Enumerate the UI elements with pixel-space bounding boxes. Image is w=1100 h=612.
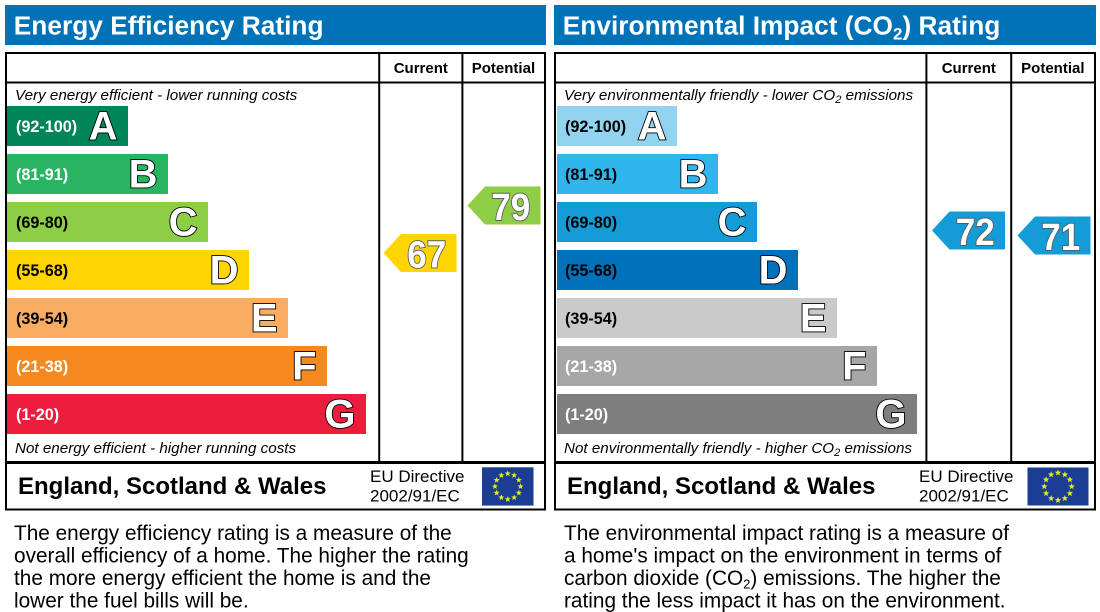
svg-text:Environmental Impact (CO2) Rat: Environmental Impact (CO2) Rating: [563, 11, 1001, 44]
svg-text:EU Directive: EU Directive: [370, 467, 464, 486]
svg-text:The environmental impact ratin: The environmental impact rating is a mea…: [564, 522, 1009, 545]
svg-text:Not energy efficient - higher: Not energy efficient - higher running co…: [15, 440, 297, 457]
svg-text:rating the less impact it has: rating the less impact it has on the env…: [564, 590, 1006, 612]
svg-text:A: A: [638, 105, 667, 149]
svg-text:E: E: [251, 297, 278, 341]
svg-text:Very environmentally friendly: Very environmentally friendly - lower CO…: [564, 87, 913, 106]
svg-text:Current: Current: [394, 60, 448, 77]
svg-text:(1-20): (1-20): [565, 406, 608, 424]
svg-text:(21-38): (21-38): [565, 358, 617, 376]
svg-text:England, Scotland & Wales: England, Scotland & Wales: [18, 473, 326, 500]
svg-text:D: D: [210, 249, 239, 293]
svg-text:B: B: [129, 153, 158, 197]
svg-text:the more energy efficient the: the more energy efficient the home is an…: [14, 567, 431, 590]
svg-text:C: C: [169, 201, 198, 245]
svg-text:72: 72: [956, 212, 995, 254]
svg-text:(69-80): (69-80): [565, 214, 617, 232]
svg-text:EU Directive: EU Directive: [919, 467, 1013, 486]
svg-text:Energy Efficiency Rating: Energy Efficiency Rating: [14, 11, 324, 41]
svg-text:F: F: [292, 345, 316, 389]
svg-text:67: 67: [407, 235, 446, 277]
svg-text:79: 79: [491, 187, 530, 229]
svg-text:F: F: [842, 345, 866, 389]
svg-text:overall efficiency of a home.: overall efficiency of a home. The higher…: [14, 545, 469, 568]
svg-text:(55-68): (55-68): [565, 262, 617, 280]
svg-text:(55-68): (55-68): [16, 262, 68, 280]
svg-text:Current: Current: [942, 60, 996, 77]
svg-text:G: G: [875, 393, 906, 437]
svg-text:G: G: [324, 393, 355, 437]
svg-text:2002/91/EC: 2002/91/EC: [370, 487, 460, 506]
svg-text:(92-100): (92-100): [565, 118, 626, 136]
svg-text:(39-54): (39-54): [16, 310, 68, 328]
svg-text:71: 71: [1041, 217, 1080, 259]
svg-text:Potential: Potential: [1021, 60, 1084, 77]
svg-text:Very energy efficient - lower: Very energy efficient - lower running co…: [15, 87, 298, 104]
svg-text:(81-91): (81-91): [565, 166, 617, 184]
svg-text:2002/91/EC: 2002/91/EC: [919, 487, 1009, 506]
svg-text:(1-20): (1-20): [16, 406, 59, 424]
svg-text:a home's impact on the environ: a home's impact on the environment in te…: [564, 545, 1002, 568]
svg-text:lower the fuel bills will be.: lower the fuel bills will be.: [14, 590, 249, 612]
svg-text:carbon dioxide (CO2) emissions: carbon dioxide (CO2) emissions. The high…: [564, 567, 1001, 592]
svg-text:Not environmentally friendly -: Not environmentally friendly - higher CO…: [564, 440, 912, 459]
svg-text:A: A: [89, 105, 118, 149]
svg-text:(92-100): (92-100): [16, 118, 77, 136]
svg-text:(21-38): (21-38): [16, 358, 68, 376]
svg-text:B: B: [679, 153, 708, 197]
svg-text:England, Scotland & Wales: England, Scotland & Wales: [567, 473, 875, 500]
svg-text:(69-80): (69-80): [16, 214, 68, 232]
svg-text:Potential: Potential: [472, 60, 535, 77]
svg-text:(39-54): (39-54): [565, 310, 617, 328]
svg-text:D: D: [759, 249, 788, 293]
svg-text:(81-91): (81-91): [16, 166, 68, 184]
svg-text:The energy efficiency rating i: The energy efficiency rating is a measur…: [14, 522, 452, 545]
svg-text:E: E: [800, 297, 827, 341]
svg-text:C: C: [718, 201, 747, 245]
